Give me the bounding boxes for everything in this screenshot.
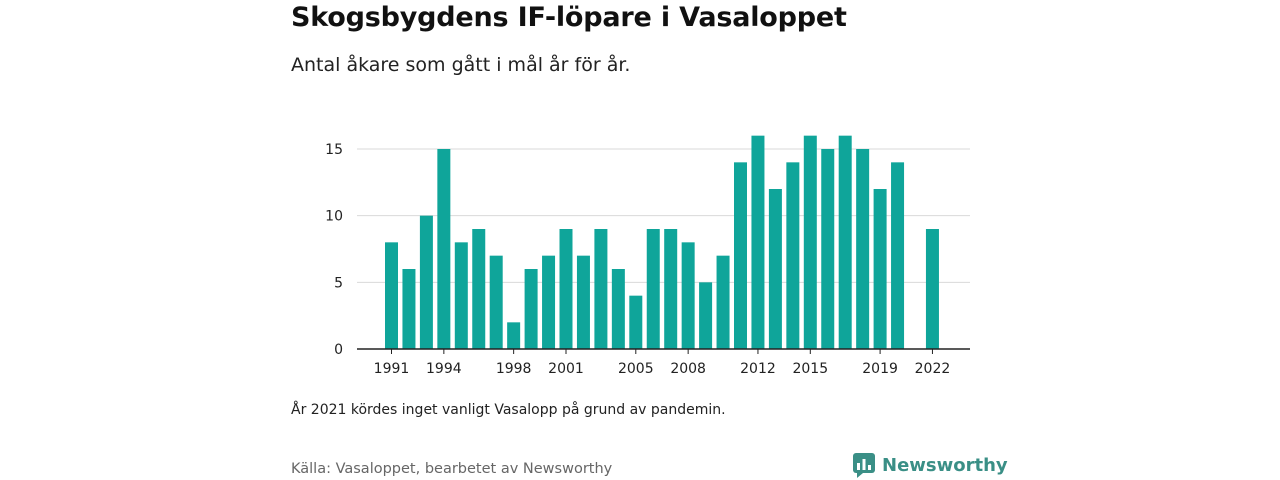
newsworthy-logo-icon — [853, 453, 875, 478]
bar-2022 — [925, 229, 939, 349]
bar-2019 — [873, 189, 887, 349]
bar-2017 — [838, 135, 852, 349]
y-tick-label: 5 — [334, 275, 343, 291]
bar-1992 — [402, 269, 416, 349]
x-tick-label: 2022 — [915, 361, 951, 377]
bar-2000 — [542, 255, 556, 349]
x-tick-label: 2008 — [670, 361, 706, 377]
x-tick-label: 1991 — [374, 361, 410, 377]
bar-1995 — [454, 242, 468, 349]
bar-2013 — [768, 189, 782, 349]
bar-2006 — [646, 229, 660, 349]
chart-title: Skogsbygdens IF-löpare i Vasaloppet — [291, 2, 847, 33]
x-tick-label: 2015 — [792, 361, 828, 377]
bar-1991 — [385, 242, 398, 349]
x-tick-label: 1994 — [426, 361, 462, 377]
bar-1999 — [524, 269, 538, 349]
bar-2007 — [664, 229, 678, 349]
bar-1996 — [472, 229, 486, 349]
y-tick-label: 0 — [334, 342, 343, 358]
brand-logo: Newsworthy — [852, 452, 1008, 478]
bar-2020 — [891, 162, 905, 349]
bar-2016 — [821, 149, 835, 349]
bar-2001 — [559, 229, 573, 349]
bar-2008 — [681, 242, 695, 349]
bar-2002 — [576, 255, 590, 349]
bar-1998 — [507, 322, 521, 349]
bar-2010 — [716, 255, 730, 349]
bar-2011 — [734, 162, 747, 349]
bar-2015 — [803, 135, 817, 349]
x-tick-label: 1998 — [496, 361, 532, 377]
source-text: Källa: Vasaloppet, bearbetet av Newswort… — [291, 461, 613, 477]
chart-note: År 2021 kördes inget vanligt Vasalopp på… — [291, 402, 726, 418]
x-tick-label: 2012 — [740, 361, 776, 377]
x-tick-label: 2005 — [618, 361, 654, 377]
brand-name: Newsworthy — [882, 454, 1008, 476]
y-tick-label: 15 — [325, 142, 343, 158]
bar-2014 — [786, 162, 800, 349]
x-tick-label: 2019 — [862, 361, 898, 377]
chart-subtitle: Antal åkare som gått i mål år för år. — [291, 54, 631, 76]
bar-2012 — [751, 135, 765, 349]
y-tick-label: 10 — [325, 209, 343, 225]
bar-1997 — [489, 255, 503, 349]
bar-1993 — [419, 215, 433, 349]
bar-2004 — [611, 269, 625, 349]
bar-1994 — [437, 149, 451, 349]
bar-2009 — [699, 282, 713, 349]
bar-2018 — [856, 149, 870, 349]
bar-chart: 0 5 10 15 1991 1994 1998 2001 2005 2008 2012 2015 20… — [325, 135, 970, 377]
x-tick-label: 2001 — [548, 361, 584, 377]
bar-2005 — [629, 295, 643, 349]
bar-2003 — [594, 229, 608, 349]
